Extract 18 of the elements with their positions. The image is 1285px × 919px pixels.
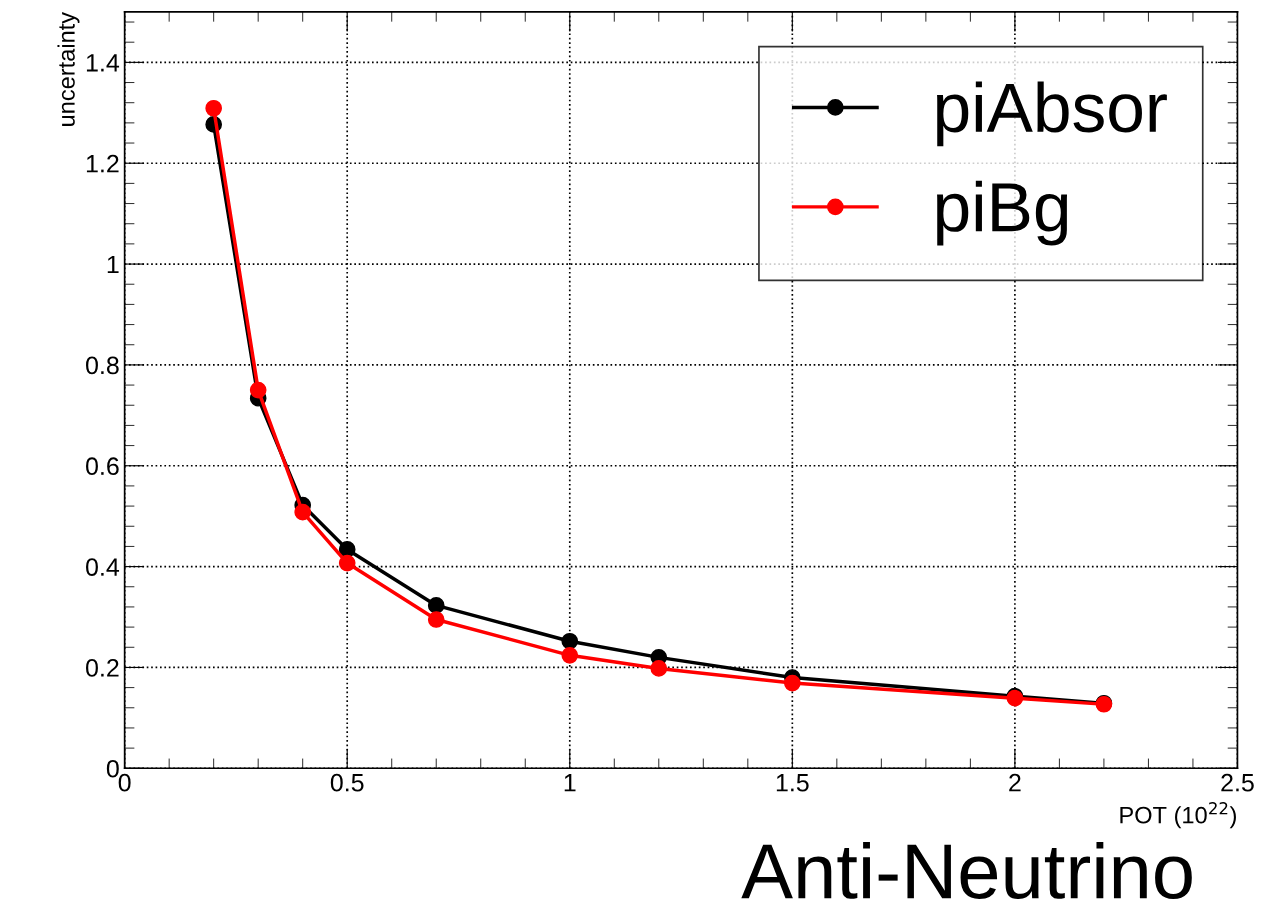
- legend-label: piBg: [937, 180, 1068, 246]
- y-axis-title: uncertainty: [57, 11, 80, 126]
- y-tick-label: 1: [107, 255, 119, 274]
- x-axis-title: POT (10$^{22}$): [1120, 802, 1236, 829]
- y-tick-label: 1.2: [86, 154, 119, 173]
- y-tick-label: 0.4: [86, 558, 120, 576]
- y-tick-label: 0.6: [86, 457, 119, 476]
- legend-label: piAbsor: [937, 81, 1167, 147]
- x-tick-label: 1: [564, 774, 576, 792]
- x-tick-label: 2: [1009, 773, 1021, 792]
- x-tick-label: 2.5: [1221, 773, 1254, 792]
- y-tick-label: 1.4: [86, 54, 120, 72]
- text: Anti-Neutrino: [741, 841, 1192, 900]
- y-tick-label: 0.8: [86, 356, 119, 375]
- y-tick-label: 0: [106, 759, 119, 778]
- x-tick-label: 0.5: [330, 773, 364, 792]
- y-tick-label: 0.2: [86, 659, 119, 677]
- x-tick-label: 1.5: [776, 774, 809, 792]
